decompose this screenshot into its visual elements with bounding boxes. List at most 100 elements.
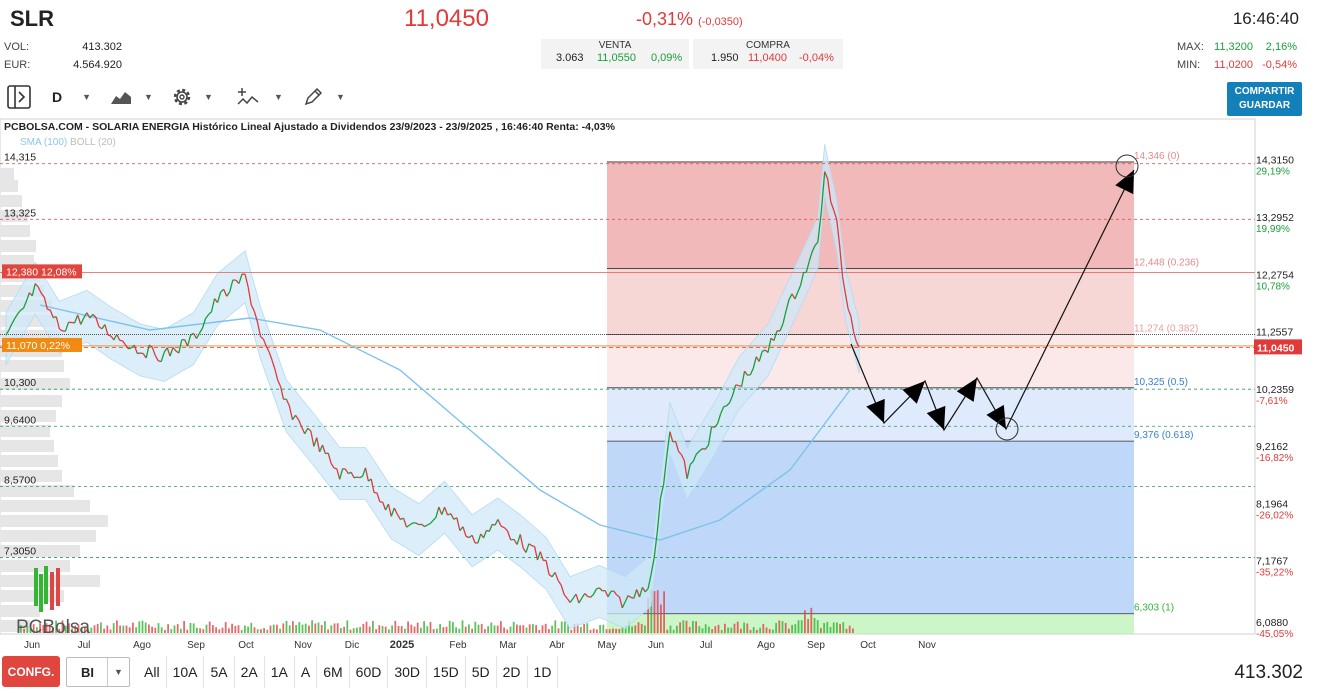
price-segment: [214, 298, 219, 303]
drawing-tools-menu[interactable]: ▼: [302, 84, 345, 110]
volume-bar: [637, 622, 640, 633]
volume-bar: [295, 625, 297, 633]
price-segment: [824, 171, 829, 180]
volume-profile-bar: [0, 378, 70, 390]
price-segment: [808, 251, 813, 262]
volume-bar: [420, 627, 422, 633]
panel-toggle-button[interactable]: [6, 84, 32, 110]
period-button-60d[interactable]: 60D: [350, 656, 389, 688]
volume-bar: [439, 624, 441, 633]
volume-bars: [20, 589, 854, 633]
volume-bar: [285, 620, 288, 633]
volume-profile-bar: [0, 605, 40, 617]
volume-bar: [727, 627, 729, 633]
drawn-projection: [850, 154, 1139, 441]
volume-bar: [644, 625, 646, 633]
settings-menu[interactable]: ▼: [170, 84, 213, 110]
logo-bar: [50, 572, 54, 610]
fib-level-label: 6,303 (1): [1134, 603, 1174, 614]
period-button-2d[interactable]: 2D: [497, 656, 528, 688]
volume-bar: [362, 624, 365, 633]
right-axis-price: 11,2557: [1256, 327, 1293, 339]
price-segment: [633, 589, 638, 599]
price-segment: [563, 594, 568, 599]
chevron-down-icon: ▼: [82, 92, 92, 102]
volume-bar: [743, 622, 745, 633]
period-button-10a[interactable]: 10A: [167, 656, 205, 688]
price-segment: [17, 309, 22, 315]
price-segment: [187, 335, 192, 347]
price-segment: [545, 560, 550, 575]
volume-bar: [650, 589, 653, 633]
volume-bar: [359, 626, 361, 633]
volume-bar: [218, 629, 221, 633]
volume-bar: [832, 622, 835, 633]
volume-bar: [516, 624, 518, 633]
volume-total: 413.302: [1234, 662, 1303, 683]
price-segment: [268, 351, 273, 361]
indicators-menu[interactable]: ▼: [236, 84, 283, 110]
horizontal-guides: [0, 163, 1255, 558]
right-axis-percent: -16,82%: [1256, 453, 1293, 464]
period-selector[interactable]: D ▼: [52, 84, 91, 110]
fib-zone-2: [607, 334, 1134, 388]
chart-type-selector[interactable]: ▼: [110, 84, 153, 110]
price-segment: [641, 587, 646, 593]
volume-bar: [554, 620, 557, 633]
price-segment: [49, 310, 54, 318]
volume-bar: [282, 623, 285, 633]
price-segment: [297, 419, 303, 428]
volume-bar: [653, 591, 656, 633]
volume-bar: [717, 624, 720, 633]
volume-bar: [688, 626, 691, 633]
volume-bar: [26, 625, 29, 633]
volume-bar: [557, 628, 560, 633]
price-segment: [235, 279, 240, 284]
period-button-1d[interactable]: 1D: [528, 656, 559, 688]
price-segment: [811, 245, 816, 253]
volume-bar: [669, 625, 672, 633]
period-button-1a[interactable]: 1A: [265, 656, 295, 688]
period-button-6m[interactable]: 6M: [317, 656, 350, 688]
volume-profile-bar: [0, 470, 62, 482]
period-button-2a[interactable]: 2A: [235, 656, 265, 688]
volume-bar: [413, 626, 416, 633]
price-segment: [427, 522, 431, 526]
price-segment: [492, 523, 496, 526]
share-save-button[interactable]: COMPARTIR GUARDAR: [1227, 82, 1302, 116]
period-button-5a[interactable]: 5A: [204, 656, 235, 688]
volume-bar: [304, 623, 307, 633]
price-chart[interactable]: 14,346 (0) 12,448 (0.236) 11,274 (0.382) 10…: [0, 118, 1317, 654]
period-button-30d[interactable]: 30D: [388, 656, 428, 688]
volume-profile-bar: [0, 485, 74, 497]
price-segment: [506, 530, 512, 541]
sidebar-toggle-icon: [7, 85, 31, 109]
volume-bar: [58, 628, 61, 633]
target-circle: [1115, 154, 1139, 178]
period-button-all[interactable]: All: [138, 656, 167, 688]
x-tick-label: May: [598, 640, 617, 651]
price-segment: [64, 322, 70, 332]
volume-bar: [356, 627, 358, 633]
x-tick-label: Jun: [24, 640, 40, 651]
sma-path: [39, 304, 851, 541]
price-segment: [607, 591, 612, 598]
price-segment: [142, 353, 147, 359]
config-button[interactable]: CONFG.: [2, 656, 60, 687]
period-button-a[interactable]: A: [295, 656, 318, 688]
price-segment: [531, 544, 535, 548]
volume-bar: [208, 621, 211, 633]
period-button-5d[interactable]: 5D: [466, 656, 497, 688]
volume-bar: [621, 626, 624, 633]
mode-select[interactable]: BI ▼: [66, 657, 130, 687]
price-segment: [841, 276, 847, 294]
x-tick-label: Jul: [700, 640, 713, 651]
price-segment: [238, 273, 243, 284]
volume-bar: [567, 624, 569, 633]
indicator-legend: SMA (100) BOLL (20): [20, 137, 116, 148]
price-segment: [253, 311, 259, 323]
max-percent: 2,16%: [1265, 41, 1297, 53]
volume-bar: [698, 626, 701, 633]
period-button-15d[interactable]: 15D: [427, 656, 466, 688]
x-tick-label: Jul: [78, 640, 91, 651]
